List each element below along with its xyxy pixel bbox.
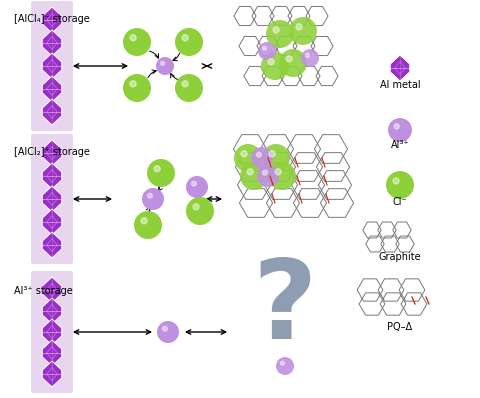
Polygon shape — [42, 53, 62, 79]
Circle shape — [268, 59, 274, 65]
Polygon shape — [42, 186, 62, 212]
FancyBboxPatch shape — [31, 134, 73, 264]
Circle shape — [192, 181, 196, 186]
Circle shape — [175, 74, 203, 102]
Polygon shape — [42, 361, 62, 387]
Circle shape — [157, 321, 179, 343]
Text: Al metal: Al metal — [380, 80, 420, 90]
Polygon shape — [42, 163, 62, 189]
Circle shape — [160, 61, 165, 65]
Circle shape — [193, 204, 199, 210]
Polygon shape — [42, 99, 62, 125]
Circle shape — [234, 144, 262, 172]
Circle shape — [263, 170, 267, 175]
Circle shape — [147, 159, 175, 187]
Polygon shape — [42, 340, 62, 366]
Circle shape — [240, 162, 268, 190]
Text: [AlCl₄]⁻ storage: [AlCl₄]⁻ storage — [14, 14, 90, 24]
Circle shape — [147, 193, 152, 198]
Circle shape — [286, 56, 292, 62]
Polygon shape — [42, 209, 62, 235]
Circle shape — [296, 24, 302, 30]
Circle shape — [130, 35, 136, 41]
Circle shape — [266, 20, 294, 48]
Circle shape — [251, 147, 273, 169]
Circle shape — [268, 162, 296, 190]
Circle shape — [263, 46, 266, 50]
Circle shape — [393, 178, 399, 184]
Circle shape — [186, 176, 208, 198]
Text: Graphite: Graphite — [379, 252, 421, 262]
Circle shape — [163, 326, 168, 331]
Circle shape — [394, 124, 399, 129]
Polygon shape — [42, 232, 62, 258]
Text: Cl⁻: Cl⁻ — [393, 197, 408, 207]
Circle shape — [279, 49, 307, 77]
Circle shape — [388, 118, 412, 142]
Circle shape — [156, 57, 174, 75]
Circle shape — [123, 74, 151, 102]
Polygon shape — [42, 298, 62, 324]
Circle shape — [273, 27, 279, 33]
Circle shape — [186, 197, 214, 225]
Circle shape — [241, 151, 247, 157]
Circle shape — [386, 171, 414, 199]
Circle shape — [130, 81, 136, 87]
Circle shape — [175, 28, 203, 56]
Circle shape — [305, 53, 310, 57]
Polygon shape — [390, 55, 410, 81]
Circle shape — [276, 357, 294, 375]
Circle shape — [301, 49, 319, 67]
Circle shape — [262, 144, 290, 172]
Circle shape — [141, 218, 147, 224]
Circle shape — [257, 165, 279, 187]
Circle shape — [247, 169, 253, 175]
Circle shape — [182, 35, 188, 41]
FancyBboxPatch shape — [31, 271, 73, 393]
Polygon shape — [42, 319, 62, 345]
Circle shape — [142, 188, 164, 210]
Polygon shape — [42, 7, 62, 33]
Polygon shape — [42, 30, 62, 56]
Polygon shape — [42, 140, 62, 166]
Circle shape — [256, 152, 261, 157]
Circle shape — [280, 361, 285, 365]
Circle shape — [258, 42, 276, 60]
Text: ?: ? — [253, 255, 317, 362]
Circle shape — [134, 211, 162, 239]
Polygon shape — [42, 277, 62, 303]
Text: PQ–Δ: PQ–Δ — [387, 322, 413, 332]
Circle shape — [275, 169, 281, 175]
Text: Al³⁺: Al³⁺ — [391, 140, 409, 150]
Polygon shape — [42, 76, 62, 102]
Text: Al³⁺ storage: Al³⁺ storage — [14, 286, 73, 296]
Circle shape — [123, 28, 151, 56]
FancyBboxPatch shape — [31, 1, 73, 131]
Text: [AlCl₂]⁺ storage: [AlCl₂]⁺ storage — [14, 147, 90, 157]
Circle shape — [289, 17, 317, 45]
Circle shape — [269, 151, 275, 157]
Circle shape — [154, 166, 160, 172]
Circle shape — [261, 52, 289, 80]
Circle shape — [182, 81, 188, 87]
